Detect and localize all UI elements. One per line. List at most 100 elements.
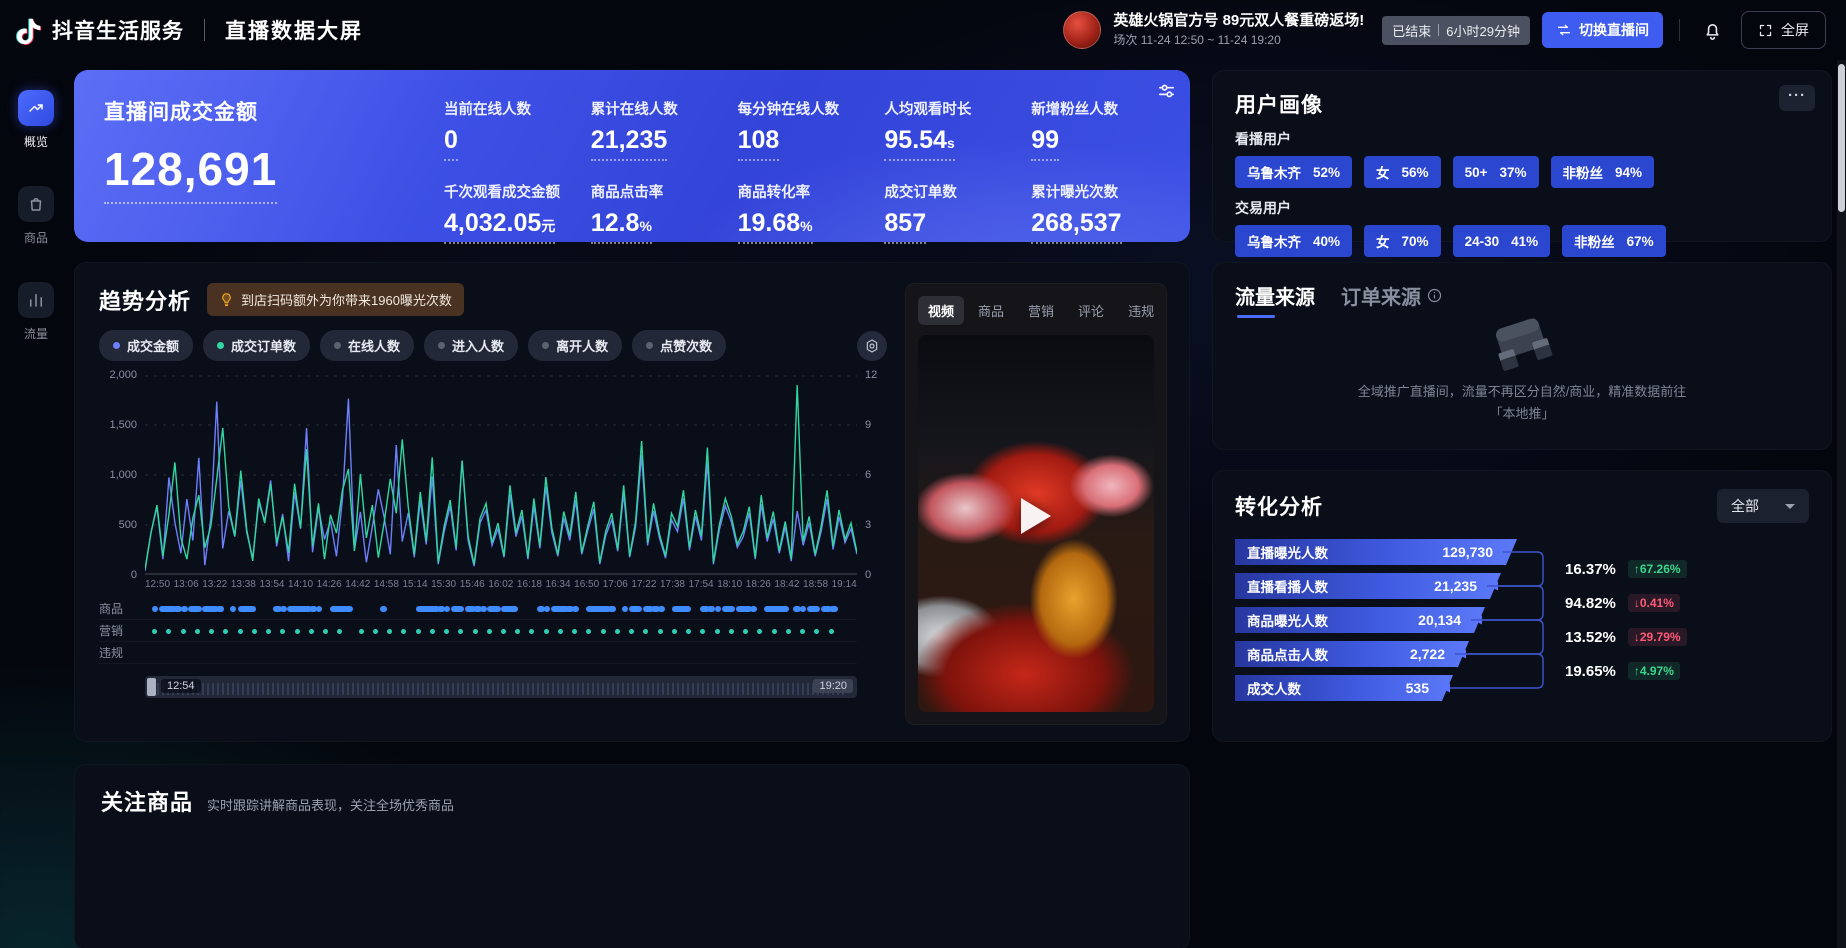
product-event-mark[interactable] [771, 606, 784, 612]
marketing-event-mark[interactable] [266, 629, 272, 634]
marketing-event-mark[interactable] [237, 629, 243, 634]
product-event-mark[interactable] [714, 606, 721, 612]
product-event-mark[interactable] [828, 606, 838, 612]
marketing-event-mark[interactable] [515, 629, 521, 634]
marketing-event-mark[interactable] [337, 629, 343, 634]
legend-chip-2[interactable]: 成交订单数 [203, 330, 311, 361]
funnel-bar-4[interactable]: 商品点击人数 2,722 [1235, 641, 1469, 667]
product-event-mark[interactable] [657, 606, 665, 612]
marketing-event-mark[interactable] [543, 629, 549, 634]
product-event-mark[interactable] [508, 606, 519, 612]
time-range-scrubber[interactable]: 12:54 19:20 [145, 676, 857, 698]
marketing-event-mark[interactable] [614, 629, 620, 634]
product-event-mark[interactable] [337, 606, 349, 612]
funnel-bar-3[interactable]: 商品曝光人数 20,134 [1235, 607, 1485, 633]
legend-chip-6[interactable]: 点赞次数 [632, 330, 727, 361]
page-scrollbar-track[interactable] [1837, 60, 1846, 948]
product-event-mark[interactable] [330, 606, 344, 612]
marketing-event-mark[interactable] [308, 629, 314, 634]
scrubber-left-handle[interactable] [147, 678, 156, 696]
product-event-mark[interactable] [536, 606, 545, 612]
marketing-event-mark[interactable] [209, 629, 215, 634]
product-event-mark[interactable] [650, 606, 660, 612]
product-event-mark[interactable] [444, 606, 451, 612]
product-event-mark[interactable] [187, 606, 202, 612]
video-tab-3[interactable]: 营销 [1028, 304, 1055, 319]
funnel-bar-5[interactable]: 成交人数 535 [1235, 675, 1453, 701]
marketing-event-mark[interactable] [358, 629, 364, 634]
product-event-mark[interactable] [800, 606, 807, 612]
marketing-event-mark[interactable] [586, 629, 592, 634]
product-event-mark[interactable] [764, 606, 779, 612]
product-event-mark[interactable] [679, 606, 691, 612]
product-event-mark[interactable] [237, 606, 251, 612]
product-event-mark[interactable] [465, 606, 477, 612]
legend-chip-1[interactable]: 成交金额 [99, 330, 194, 361]
marketing-event-mark[interactable] [828, 629, 834, 634]
marketing-event-mark[interactable] [180, 629, 186, 634]
legend-chip-5[interactable]: 离开人数 [528, 330, 623, 361]
marketing-event-mark[interactable] [472, 629, 478, 634]
video-tab-2[interactable]: 商品 [978, 304, 1005, 319]
product-event-mark[interactable] [294, 606, 307, 612]
product-event-mark[interactable] [152, 606, 159, 612]
live-video-thumbnail[interactable] [918, 335, 1154, 712]
metrics-filter-button[interactable] [1157, 82, 1176, 106]
product-event-mark[interactable] [586, 606, 601, 612]
legend-chip-3[interactable]: 在线人数 [320, 330, 415, 361]
fullscreen-button[interactable]: 全屏 [1741, 11, 1826, 49]
video-tab-5[interactable]: 违规 [1128, 304, 1155, 319]
marketing-event-mark[interactable] [501, 629, 506, 634]
funnel-bar-1[interactable]: 直播曝光人数 129,730 [1235, 539, 1517, 565]
event-row-track[interactable] [145, 620, 857, 641]
product-event-mark[interactable] [550, 606, 564, 612]
legend-chip-4[interactable]: 进入人数 [424, 330, 519, 361]
marketing-event-mark[interactable] [223, 629, 229, 634]
product-event-mark[interactable] [792, 606, 801, 612]
product-event-mark[interactable] [159, 606, 173, 612]
event-row-track[interactable] [145, 642, 857, 663]
product-event-mark[interactable] [280, 606, 288, 612]
product-event-mark[interactable] [486, 606, 501, 612]
product-event-mark[interactable] [230, 606, 237, 612]
product-event-mark[interactable] [622, 606, 629, 612]
marketing-event-mark[interactable] [280, 629, 286, 634]
marketing-event-mark[interactable] [757, 629, 763, 634]
product-event-mark[interactable] [778, 606, 789, 612]
marketing-event-mark[interactable] [294, 629, 300, 634]
marketing-event-mark[interactable] [728, 629, 734, 634]
marketing-event-mark[interactable] [557, 629, 563, 634]
product-event-mark[interactable] [173, 606, 183, 612]
product-event-mark[interactable] [743, 606, 753, 612]
play-icon[interactable] [1021, 497, 1051, 534]
marketing-event-mark[interactable] [486, 629, 492, 634]
marketing-event-mark[interactable] [800, 629, 806, 634]
product-event-mark[interactable] [344, 606, 354, 612]
marketing-event-mark[interactable] [771, 629, 777, 634]
product-event-mark[interactable] [600, 606, 611, 612]
product-event-mark[interactable] [209, 606, 220, 612]
tab-order-source[interactable]: 订单来源 [1341, 281, 1442, 310]
product-event-mark[interactable] [429, 606, 440, 612]
product-event-mark[interactable] [807, 606, 821, 612]
marketing-event-mark[interactable] [600, 629, 606, 634]
product-event-mark[interactable] [201, 606, 214, 612]
product-event-mark[interactable] [315, 606, 322, 612]
sidebar-item-traffic[interactable]: 流量 [18, 282, 54, 342]
product-event-mark[interactable] [750, 606, 758, 612]
marketing-event-mark[interactable] [700, 629, 706, 634]
product-event-mark[interactable] [287, 606, 302, 612]
marketing-event-mark[interactable] [401, 629, 407, 634]
live-avatar[interactable] [1063, 11, 1102, 49]
product-event-mark[interactable] [216, 606, 225, 612]
product-event-mark[interactable] [629, 606, 643, 612]
sidebar-item-overview[interactable]: 概览 [18, 90, 54, 150]
marketing-event-mark[interactable] [743, 629, 749, 634]
product-event-mark[interactable] [422, 606, 435, 612]
marketing-event-mark[interactable] [572, 629, 578, 634]
product-event-mark[interactable] [700, 606, 711, 612]
product-event-mark[interactable] [572, 606, 580, 612]
product-event-mark[interactable] [707, 606, 716, 612]
marketing-event-mark[interactable] [686, 629, 692, 634]
conversion-filter-dropdown[interactable]: 全部 [1717, 489, 1809, 523]
